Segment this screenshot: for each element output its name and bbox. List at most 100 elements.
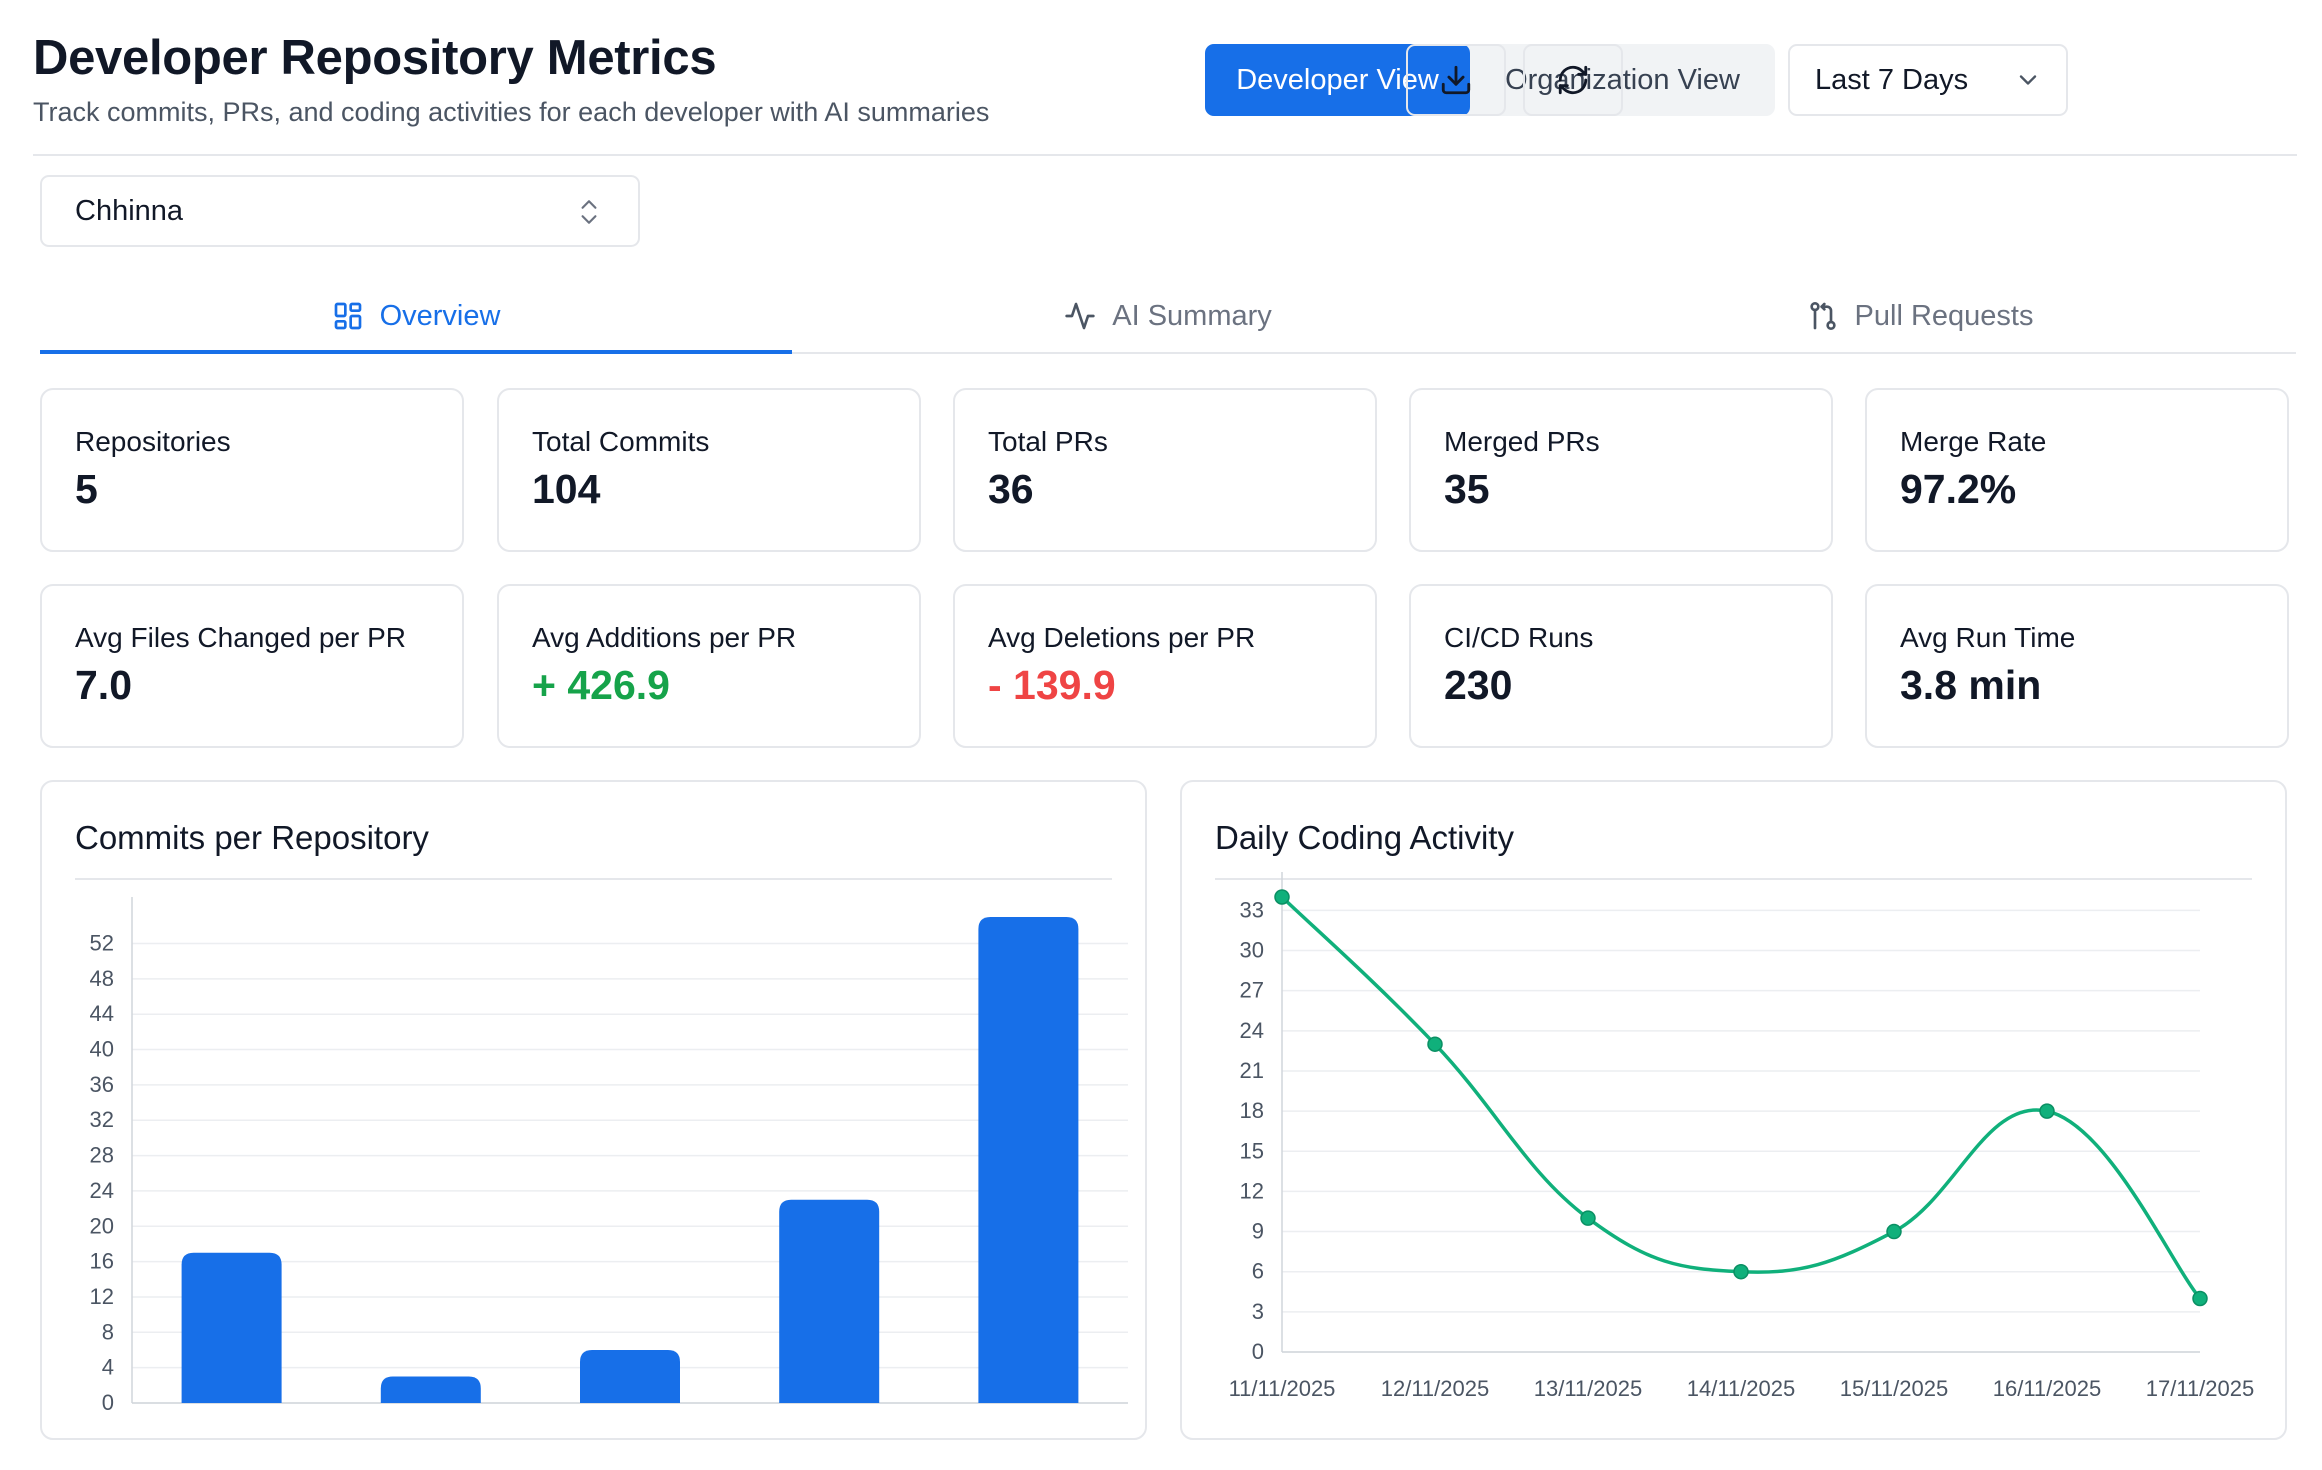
y-tick-label: 48 bbox=[90, 966, 114, 991]
y-tick-label: 0 bbox=[102, 1390, 114, 1415]
tab-pull-requests[interactable]: Pull Requests bbox=[1544, 280, 2296, 352]
pull-request-icon bbox=[1809, 302, 1836, 330]
x-tick-label: 14/11/2025 bbox=[1687, 1376, 1795, 1401]
y-tick-label: 21 bbox=[1240, 1058, 1264, 1083]
stat-value: 3.8 min bbox=[1900, 662, 2042, 708]
stat-label: Merge Rate bbox=[1900, 426, 2047, 457]
y-tick-label: 18 bbox=[1240, 1098, 1264, 1123]
developer-select[interactable]: Chhinna bbox=[40, 175, 640, 247]
stat-label: Avg Additions per PR bbox=[532, 622, 797, 653]
y-tick-label: 0 bbox=[1252, 1339, 1264, 1364]
stat-value: 35 bbox=[1444, 466, 1490, 512]
tab-bar: Overview AI Summary Pull Requests bbox=[40, 280, 2296, 354]
tab-ai-summary-label: AI Summary bbox=[1112, 299, 1272, 332]
stat-value: - 139.9 bbox=[988, 662, 1116, 708]
stat-card-avg-files-changed: Avg Files Changed per PR 7.0 bbox=[40, 584, 464, 748]
tab-overview[interactable]: Overview bbox=[40, 280, 792, 354]
stat-label: Repositories bbox=[75, 426, 231, 457]
data-point bbox=[1427, 1036, 1443, 1052]
y-tick-label: 8 bbox=[102, 1319, 114, 1344]
x-tick-label: 11/11/2025 bbox=[1229, 1376, 1336, 1401]
stat-value: + 426.9 bbox=[532, 662, 670, 708]
y-tick-label: 30 bbox=[1240, 938, 1264, 963]
y-tick-label: 36 bbox=[90, 1072, 114, 1097]
stat-card-avg-run-time: Avg Run Time 3.8 min bbox=[1865, 584, 2289, 748]
x-tick-label: 16/11/2025 bbox=[1993, 1376, 2101, 1401]
y-tick-label: 4 bbox=[102, 1355, 114, 1380]
stat-value: 230 bbox=[1444, 662, 1513, 708]
chart-title: Commits per Repository bbox=[75, 819, 429, 856]
stat-card-total-prs: Total PRs 36 bbox=[953, 388, 1377, 552]
stat-label: Total Commits bbox=[532, 426, 710, 457]
stat-value: 97.2% bbox=[1900, 466, 2017, 512]
stat-label: Merged PRs bbox=[1444, 426, 1600, 457]
data-point bbox=[2192, 1290, 2208, 1307]
y-tick-label: 20 bbox=[90, 1213, 114, 1238]
stat-value: 104 bbox=[532, 466, 601, 512]
stat-label: CI/CD Runs bbox=[1444, 622, 1594, 653]
stat-value: 36 bbox=[988, 466, 1034, 512]
y-tick-label: 32 bbox=[90, 1107, 114, 1132]
y-tick-label: 44 bbox=[90, 1001, 114, 1026]
y-tick-label: 52 bbox=[90, 931, 114, 956]
page-subtitle: Track commits, PRs, and coding activitie… bbox=[33, 97, 990, 127]
stat-card-total-commits: Total Commits 104 bbox=[497, 388, 921, 552]
stat-label: Avg Run Time bbox=[1900, 622, 2076, 653]
stat-label: Avg Deletions per PR bbox=[988, 622, 1256, 653]
divider bbox=[75, 878, 1112, 880]
daily-coding-activity-panel: Daily Coding Activity 0 3 6 9 12 15 18 21 24 27 30… bbox=[1180, 780, 2287, 1440]
stat-card-avg-deletions: Avg Deletions per PR - 139.9 bbox=[953, 584, 1377, 748]
stat-card-merge-rate: Merge Rate 97.2% bbox=[1865, 388, 2289, 552]
developer-view-button[interactable]: Developer View bbox=[1205, 44, 1470, 116]
data-point bbox=[1733, 1263, 1749, 1280]
y-tick-label: 6 bbox=[1252, 1259, 1264, 1284]
series-line bbox=[1280, 895, 2202, 1300]
stat-value: 5 bbox=[75, 466, 98, 512]
bar bbox=[779, 1199, 880, 1403]
date-range-value: Last 7 Days bbox=[1815, 63, 1969, 96]
commits-per-repository-panel: Commits per Repository 0 4 8 12 16 20 24 28 32 36… bbox=[40, 780, 1147, 1440]
overview-grid-icon bbox=[334, 302, 361, 330]
divider bbox=[1215, 878, 2252, 880]
y-tick-label: 28 bbox=[90, 1143, 114, 1168]
y-tick-label: 12 bbox=[1240, 1178, 1264, 1203]
stat-card-avg-additions: Avg Additions per PR + 426.9 bbox=[497, 584, 921, 748]
x-tick-label: 17/11/2025 bbox=[2146, 1376, 2254, 1401]
y-tick-label: 12 bbox=[90, 1284, 114, 1309]
download-icon bbox=[1441, 65, 1471, 95]
developer-select-value: Chhinna bbox=[75, 194, 184, 227]
y-tick-label: 40 bbox=[90, 1037, 114, 1062]
y-tick-label: 15 bbox=[1240, 1138, 1264, 1163]
y-tick-label: 24 bbox=[1240, 1018, 1264, 1043]
page-header: Developer Repository Metrics Track commi… bbox=[33, 30, 2297, 156]
x-tick-label: 15/11/2025 bbox=[1840, 1376, 1948, 1401]
bar bbox=[978, 917, 1079, 1403]
chevron-up-down-icon bbox=[581, 200, 597, 224]
page-title: Developer Repository Metrics bbox=[33, 31, 717, 85]
chart-title: Daily Coding Activity bbox=[1215, 819, 1514, 856]
tab-ai-summary[interactable]: AI Summary bbox=[792, 280, 1544, 352]
tab-overview-label: Overview bbox=[379, 299, 501, 332]
chevron-down-icon bbox=[2019, 75, 2037, 85]
x-tick-label: 13/11/2025 bbox=[1534, 1376, 1642, 1401]
date-range-select[interactable]: Last 7 Days bbox=[1788, 44, 2068, 116]
y-tick-label: 9 bbox=[1252, 1219, 1264, 1244]
x-tick-label: 12/11/2025 bbox=[1381, 1376, 1489, 1401]
stat-card-cicd-runs: CI/CD Runs 230 bbox=[1409, 584, 1833, 748]
stat-value: 7.0 bbox=[75, 662, 132, 708]
data-point bbox=[1580, 1210, 1596, 1226]
y-tick-label: 24 bbox=[90, 1178, 114, 1203]
y-tick-label: 3 bbox=[1252, 1299, 1264, 1324]
data-point bbox=[1274, 889, 1290, 905]
refresh-icon bbox=[1558, 65, 1588, 95]
bar bbox=[380, 1376, 481, 1403]
data-point bbox=[2039, 1103, 2055, 1119]
bar bbox=[181, 1252, 282, 1403]
stat-label: Total PRs bbox=[988, 426, 1108, 457]
refresh-button[interactable] bbox=[1523, 44, 1623, 116]
download-button[interactable] bbox=[1406, 44, 1506, 116]
y-tick-label: 27 bbox=[1240, 978, 1264, 1003]
stat-card-repositories: Repositories 5 bbox=[40, 388, 464, 552]
bar bbox=[580, 1349, 680, 1403]
